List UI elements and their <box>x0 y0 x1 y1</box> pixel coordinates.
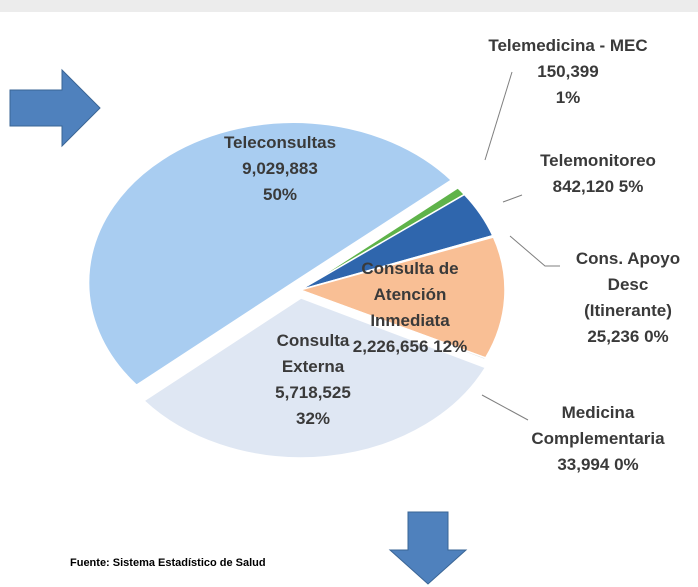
slice-value: 33,994 <box>557 455 610 474</box>
slice-value: 2,226,656 <box>352 337 429 356</box>
pie-slice <box>142 297 487 459</box>
slice-percent: 0% <box>644 327 669 346</box>
slice-name: Teleconsultas <box>223 133 337 152</box>
source: Fuente: Sistema Estadístico de Salud <box>70 557 266 569</box>
slice-name: Consulta Externa <box>276 331 350 376</box>
slice-percent: 50% <box>262 185 298 204</box>
slice-value: 842,120 <box>552 177 615 196</box>
slice-label: Cons. Apoyo Desc (Itinerante) 25,236 0% <box>566 246 691 350</box>
slice-name: Medicina Complementaria <box>531 403 665 448</box>
top-band <box>0 0 698 12</box>
slice-percent: 0% <box>614 455 639 474</box>
slice-label: Teleconsultas 9,029,883 50% <box>195 130 365 208</box>
slice-percent: 1% <box>555 88 581 107</box>
slice-label: Telemonitoreo 842,120 5% <box>513 148 683 200</box>
slice-value: 5,718,525 <box>275 383 351 402</box>
slice-value: 9,029,883 <box>242 159 318 178</box>
pie-slice <box>299 289 487 361</box>
slice-label: Medicina Complementaria 33,994 0% <box>513 400 683 478</box>
slice-percent: 32% <box>295 409 331 428</box>
pie-slice <box>87 121 453 387</box>
slice-label: Consulta Externa 5,718,525 32% <box>253 328 373 432</box>
slice-value: 25,236 <box>587 327 640 346</box>
slice-name: Cons. Apoyo Desc (Itinerante) <box>575 249 681 320</box>
slice-label: Telemedicina - MEC 150,399 1% <box>488 33 648 111</box>
pie <box>87 121 506 459</box>
slice-value: 150,399 <box>537 62 599 81</box>
leader-lines <box>481 71 560 421</box>
slice-name: Telemedicina - MEC <box>488 36 648 55</box>
arrow-right <box>9 68 101 148</box>
slice-percent: 12% <box>433 337 468 356</box>
slice-name: Telemonitoreo <box>540 151 656 170</box>
slice-label: Consulta de Atención Inmediata 2,226,656 … <box>345 256 475 360</box>
slice-name: Consulta de Atención Inmediata <box>361 259 459 330</box>
arrow-down <box>388 511 468 585</box>
slice-percent: 5% <box>618 177 644 196</box>
pie-slice <box>297 236 506 359</box>
